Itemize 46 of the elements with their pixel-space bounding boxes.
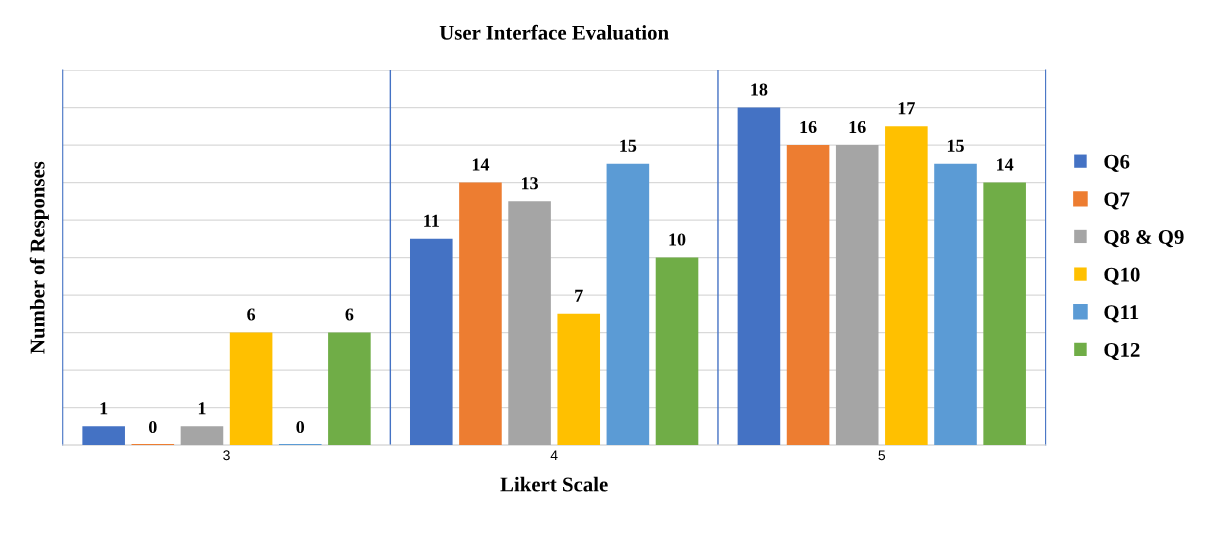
bar	[606, 163, 650, 446]
data-label: 14	[472, 158, 490, 171]
data-label: 18	[751, 83, 768, 96]
bar	[557, 313, 601, 446]
bar	[885, 126, 928, 446]
bar	[835, 145, 879, 446]
data-label: 16	[849, 120, 866, 134]
bar	[459, 182, 502, 446]
bar	[82, 426, 125, 446]
data-label: 11	[424, 214, 439, 227]
data-label: 17	[898, 102, 915, 115]
data-label: 7	[575, 289, 583, 302]
bar	[934, 163, 977, 446]
bar	[983, 182, 1026, 446]
bar	[229, 332, 273, 446]
bar	[180, 426, 224, 446]
legend-label: Q7	[1104, 192, 1130, 210]
x-tick-label: 4	[550, 450, 558, 461]
data-label: 6	[247, 308, 256, 321]
x-axis-title: Likert Scale	[500, 476, 608, 492]
x-tick-label: 3	[223, 450, 230, 461]
data-label: 13	[522, 177, 538, 190]
data-label: 14	[997, 158, 1014, 171]
data-label: 6	[345, 308, 354, 321]
legend-label: Q6	[1104, 154, 1130, 172]
chart-title: User Interface Evaluation	[439, 24, 669, 40]
bar	[786, 145, 830, 446]
legend-label: Q11	[1104, 305, 1139, 323]
data-label: 15	[947, 139, 964, 152]
bar	[737, 107, 781, 446]
data-label: 15	[620, 139, 637, 152]
data-label: 1	[198, 402, 206, 415]
x-tick-label: 5	[878, 450, 886, 461]
data-label: 1	[100, 402, 108, 415]
legend-label: Q12	[1104, 342, 1140, 361]
bar	[410, 238, 453, 446]
legend-label: Q10	[1104, 267, 1140, 285]
bar	[655, 257, 699, 446]
data-label: 0	[296, 420, 305, 434]
data-label: 10	[669, 233, 686, 246]
bar	[328, 332, 371, 446]
bar	[508, 201, 551, 446]
y-axis-title: Number of Responses	[29, 161, 49, 354]
data-label: 16	[800, 120, 817, 134]
legend-label: Q8 & Q9	[1104, 229, 1184, 248]
data-label: 0	[148, 420, 157, 434]
